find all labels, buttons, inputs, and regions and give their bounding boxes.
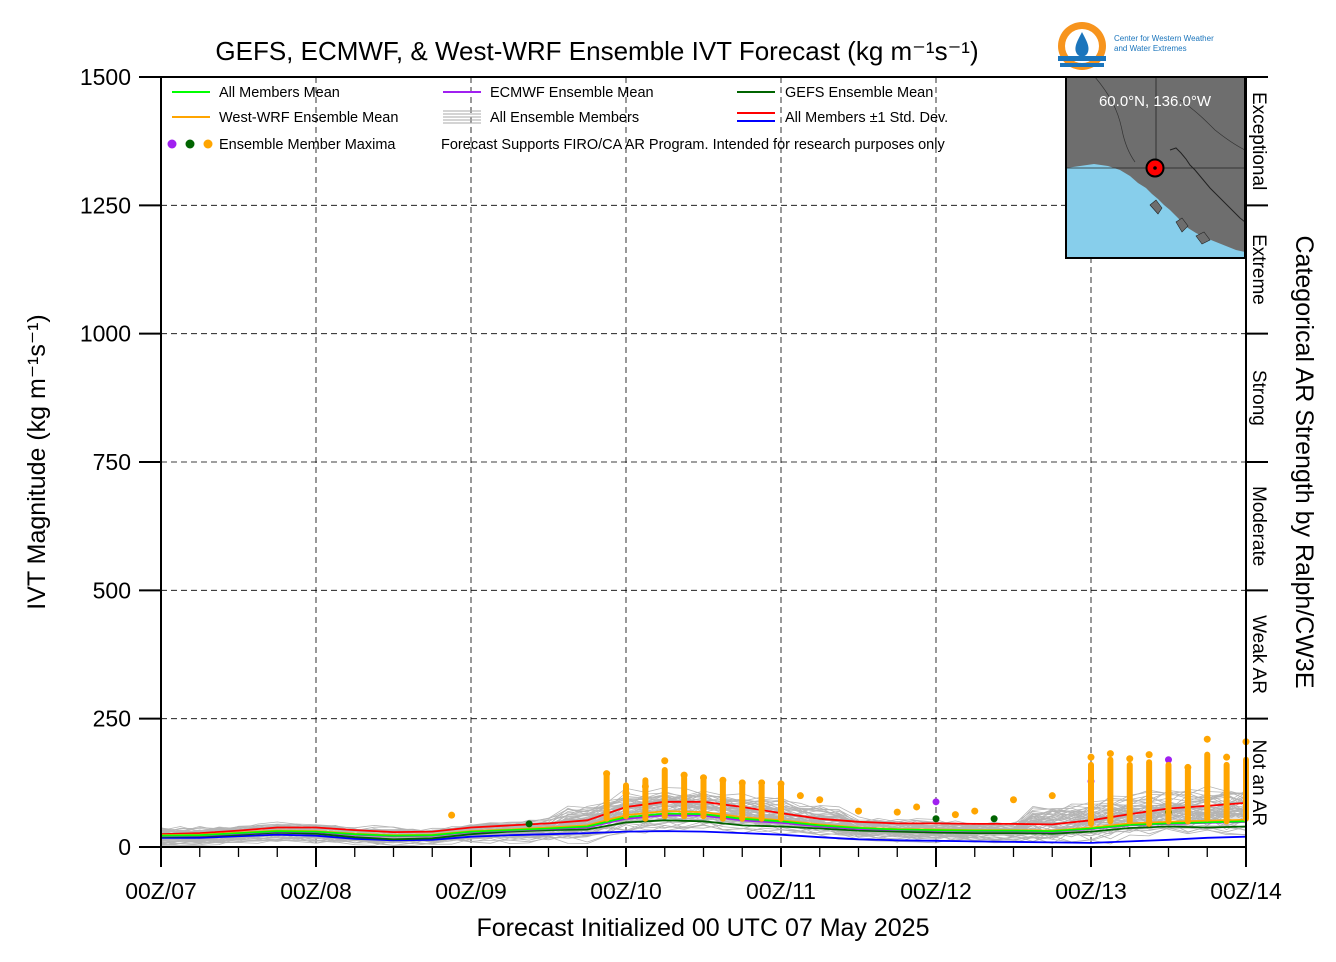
member-maxima (448, 735, 1250, 828)
member-maximum-dot (1145, 751, 1153, 759)
legend-disclaimer: Forecast Supports FIRO/CA AR Program. In… (441, 137, 945, 153)
plot-area (160, 76, 1250, 848)
ensemble-member-line (160, 800, 1247, 843)
category-label: Exceptional (1248, 92, 1269, 190)
legend-all-mean: All Members Mean (219, 85, 340, 101)
legend-dot-ecmwf (167, 139, 177, 149)
x-axis-label: Forecast Initialized 00 UTC 07 May 2025 (477, 914, 930, 942)
x-tick-label: 00Z/09 (435, 878, 507, 904)
y-tick-label: 750 (93, 449, 131, 475)
member-maximum-dot (1048, 792, 1056, 800)
legend-swatch-members (443, 110, 481, 124)
gridlines (161, 77, 1246, 847)
y-tick-label: 1500 (80, 64, 131, 90)
y-tick-label: 250 (93, 706, 131, 732)
x-tick-label: 00Z/12 (900, 878, 972, 904)
series-line (161, 830, 1247, 844)
series-line (160, 819, 1247, 841)
member-maximum-dot (913, 803, 921, 811)
legend-gefs-mean: GEFS Ensemble Mean (785, 85, 933, 101)
logo-line-2: and Water Extremes (1114, 44, 1187, 53)
legend-dot-wwrf (203, 139, 213, 149)
member-maximum-dot (1087, 753, 1095, 761)
x-axis: 00Z/07 00Z/08 00Z/09 00Z/10 00Z/11 00Z/12 00Z/… (125, 847, 1282, 904)
legend-dot-gefs (185, 139, 195, 149)
category-label: Not an AR (1248, 740, 1269, 827)
member-maximum-dot (1165, 756, 1172, 764)
member-maximum-dot (1126, 755, 1134, 763)
right-axis-label: Categorical AR Strength by Ralph/CW3E (1290, 236, 1318, 689)
legend-ecmwf-mean: ECMWF Ensemble Mean (490, 85, 654, 101)
y-tick-label: 500 (93, 577, 131, 603)
x-tick-label: 00Z/10 (590, 878, 662, 904)
ensemble-member-line (160, 815, 1247, 846)
logo-line-1: Center for Western Weather (1114, 34, 1214, 43)
y-tick-label: 0 (118, 834, 131, 860)
member-maximum-dot (932, 815, 940, 823)
member-maximum-dot (971, 807, 979, 815)
category-label: Strong (1248, 370, 1269, 426)
member-maximum-dot (816, 796, 824, 804)
member-maximum-dot (796, 792, 804, 800)
member-maximum-dot (1106, 750, 1114, 758)
member-maximum-dot (893, 808, 901, 816)
legend: All Members Mean ECMWF Ensemble Mean GEF… (167, 85, 948, 153)
inset-map: 60.0°N, 136.0°W (1065, 76, 1246, 259)
ar-category-axis: Not an AR Weak AR Moderate Strong Extreme Exc… (1246, 76, 1269, 827)
member-maximum-dot (855, 807, 862, 815)
map-coastline (1169, 147, 1245, 223)
y-axis-label: IVT Magnitude (kg m⁻¹s⁻¹) (23, 314, 51, 609)
y-axis: 0 250 500 750 1000 1250 1500 (80, 64, 161, 860)
y-tick-label: 1250 (80, 192, 131, 218)
category-label: Extreme (1248, 234, 1269, 305)
member-maximum-dot (1223, 753, 1231, 761)
member-maximum-dot (1203, 735, 1211, 743)
x-tick-label: 00Z/14 (1210, 878, 1282, 904)
legend-wwrf-mean: West-WRF Ensemble Mean (219, 110, 398, 126)
member-maximum-dot (448, 811, 456, 819)
inset-location-label: 60.0°N, 136.0°W (1099, 93, 1212, 110)
member-maximum-dot (525, 820, 533, 828)
chart-title: GEFS, ECMWF, & West-WRF Ensemble IVT For… (215, 36, 978, 66)
member-maximum-dot (951, 811, 959, 819)
category-label: Moderate (1248, 486, 1269, 566)
logo-droplet-icon (1075, 32, 1089, 57)
y-tick-label: 1000 (80, 321, 131, 347)
member-maximum-dot (932, 798, 940, 806)
legend-all-members: All Ensemble Members (490, 110, 639, 126)
member-maximum-dot (1010, 796, 1017, 804)
member-maximum-dot (661, 757, 669, 765)
x-tick-label: 00Z/08 (280, 878, 352, 904)
member-maximum-dot (990, 815, 998, 823)
x-tick-label: 00Z/13 (1055, 878, 1127, 904)
cw3e-logo: Center for Western Weather and Water Ext… (1058, 22, 1214, 70)
legend-member-maxima: Ensemble Member Maxima (219, 137, 396, 153)
category-label: Weak AR (1248, 615, 1269, 694)
x-tick-label: 00Z/07 (125, 878, 197, 904)
legend-std-dev: All Members ±1 Std. Dev. (785, 110, 948, 126)
x-tick-label: 00Z/11 (746, 878, 816, 904)
